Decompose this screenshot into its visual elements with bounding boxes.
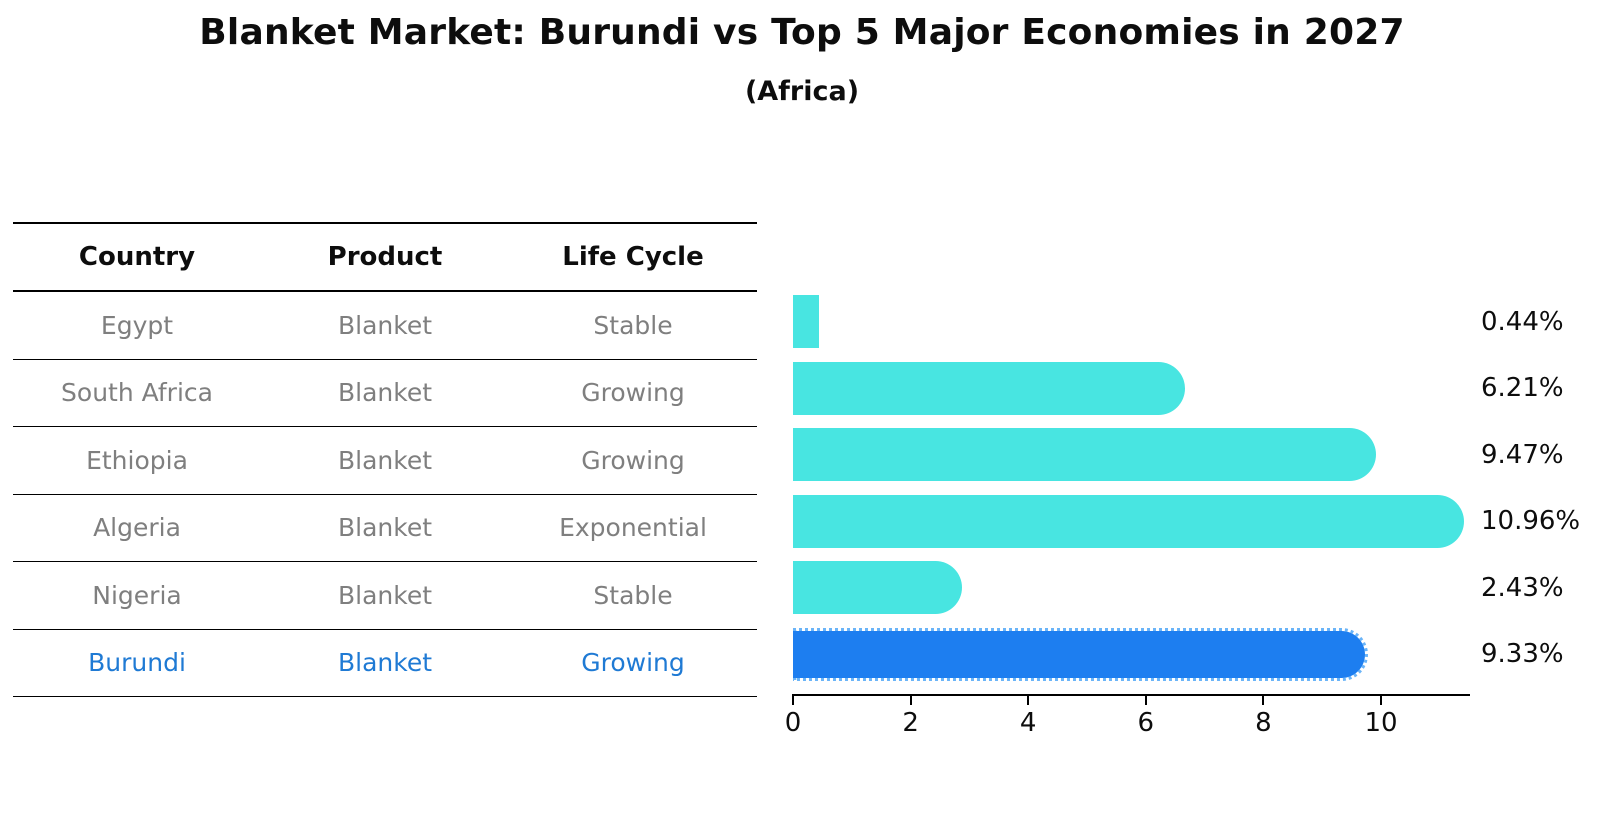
country-cell: Egypt: [100, 310, 174, 340]
country-cell: Ethiopia: [86, 445, 188, 475]
table-row-south-africa: South Africa Blanket Growing: [13, 360, 757, 427]
x-axis-tick-mark: [1144, 694, 1147, 705]
table-row-egypt: Egypt Blanket Stable: [13, 292, 757, 360]
life-cycle-cell: Stable: [593, 580, 673, 610]
x-axis-tick-label: 8: [1255, 708, 1272, 738]
x-axis-tick-mark: [1380, 694, 1382, 705]
table-header-cell: Country: [78, 242, 196, 272]
bar-value-label: 2.43%: [1481, 572, 1564, 603]
bar-nigeria: [793, 561, 963, 614]
bar-value-label: 6.21%: [1481, 373, 1564, 403]
x-axis-tick-label: 4: [1019, 708, 1037, 738]
bar-algeria: [793, 494, 1464, 548]
product-cell: Blanket: [337, 310, 433, 340]
table-header-row: Country Product Life Cycle: [13, 224, 757, 292]
life-cycle-cell: Growing: [581, 378, 685, 408]
bar-value-label: 9.47%: [1481, 439, 1564, 470]
bar-value-label: 10.96%: [1481, 506, 1581, 536]
product-cell: Blanket: [337, 580, 433, 610]
x-axis-tick-mark: [1262, 694, 1265, 705]
table-header-cell: Product: [327, 242, 443, 272]
country-cell: Burundi: [88, 648, 186, 678]
x-axis-tick-label: 0: [784, 708, 802, 738]
table-row-burundi: Burundi Blanket Growing: [13, 630, 757, 697]
product-cell: Blanket: [337, 378, 433, 408]
product-cell: Blanket: [337, 445, 433, 475]
bar-egypt: [793, 295, 819, 348]
country-cell: Algeria: [93, 513, 181, 543]
bar-value-label: 0.44%: [1481, 306, 1564, 337]
bar-burundi: [793, 627, 1369, 681]
life-cycle-cell: Growing: [581, 445, 685, 475]
chart-subtitle: (Africa): [744, 76, 860, 107]
table-row-nigeria: Nigeria Blanket Stable: [13, 562, 757, 630]
bar-south-africa: [793, 361, 1185, 415]
life-cycle-cell: Stable: [593, 310, 673, 340]
life-cycle-cell: Exponential: [559, 513, 707, 543]
x-axis-tick-mark: [792, 694, 794, 705]
x-axis-tick-label: 6: [1137, 708, 1155, 738]
table-row-algeria: Algeria Blanket Exponential: [13, 495, 757, 562]
chart-title: Blanket Market: Burundi vs Top 5 Major E…: [199, 12, 1405, 53]
x-axis-tick-label: 10: [1364, 708, 1398, 738]
product-cell: Blanket: [337, 513, 433, 543]
x-axis-tick-label: 2: [902, 708, 919, 738]
life-cycle-cell: Growing: [581, 648, 685, 678]
bar-ethiopia: [793, 428, 1377, 481]
x-axis-line: [792, 694, 1470, 696]
country-info-table: Country Product Life Cycle Egypt Blanket Stab…: [13, 222, 757, 697]
x-axis-tick-mark: [1027, 694, 1030, 705]
country-cell: South Africa: [61, 378, 213, 408]
table-row-ethiopia: Ethiopia Blanket Growing: [13, 427, 757, 495]
product-cell: Blanket: [337, 648, 433, 678]
table-header-cell: Life Cycle: [562, 242, 704, 272]
country-cell: Nigeria: [92, 580, 182, 610]
x-axis-tick-mark: [909, 694, 912, 705]
bar-value-label: 9.33%: [1481, 639, 1564, 669]
